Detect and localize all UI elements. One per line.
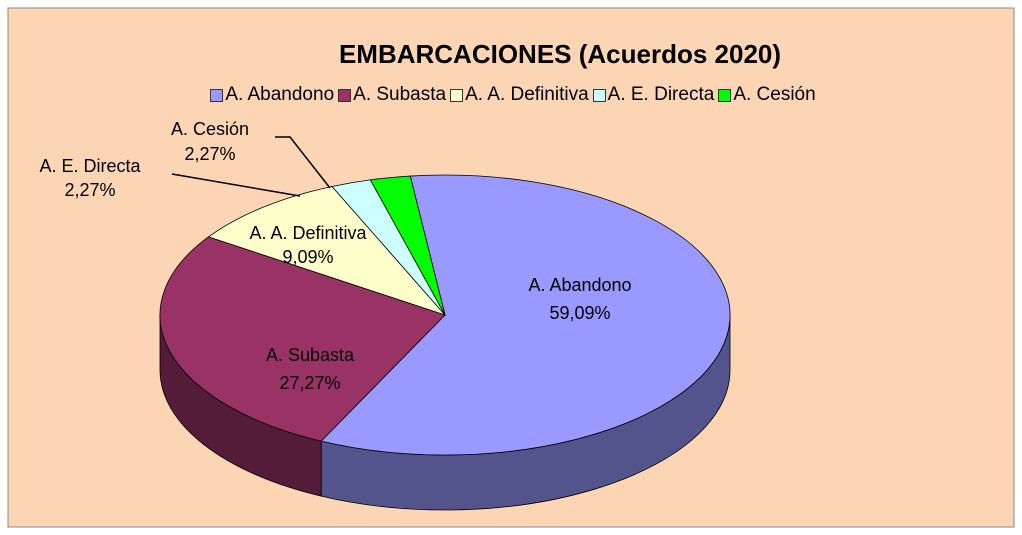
chart-title: EMBARCACIONES (Acuerdos 2020) xyxy=(339,39,781,69)
legend-item: A. E. Directa xyxy=(589,84,715,106)
data-label-name: A. A. Definitiva xyxy=(249,223,367,243)
data-label: 59,09% xyxy=(549,303,610,323)
legend-label: A. Cesión xyxy=(733,84,816,105)
data-label: 2,27% xyxy=(184,144,235,164)
slice xyxy=(320,174,731,456)
data-label: 27,27% xyxy=(279,373,340,393)
slice xyxy=(369,175,446,316)
data-label: 9,09% xyxy=(282,247,333,267)
slice xyxy=(159,236,446,442)
legend-label: A. Subasta xyxy=(353,84,447,105)
legend-swatch xyxy=(592,88,606,102)
legend: A. Abandono A. Subasta A. A. Definitiva A. … xyxy=(0,84,1022,106)
leader-line xyxy=(171,173,301,197)
legend-item: A. Abandono xyxy=(206,84,334,106)
leader-line xyxy=(275,136,331,189)
legend-label: A. E. Directa xyxy=(607,84,715,105)
data-label-name: A. E. Directa xyxy=(39,156,141,176)
legend-swatch xyxy=(338,88,352,102)
legend-swatch xyxy=(210,88,224,102)
legend-label: A. A. Definitiva xyxy=(465,84,589,105)
legend-item: A. Subasta xyxy=(334,84,446,106)
data-label-name: A. Cesión xyxy=(171,119,249,139)
legend-item: A. Cesión xyxy=(714,84,816,106)
data-label-name: A. Abandono xyxy=(528,275,631,295)
legend-item: A. A. Definitiva xyxy=(446,84,589,106)
legend-swatch xyxy=(450,88,464,102)
data-label-name: A. Subasta xyxy=(266,345,355,365)
legend-swatch xyxy=(718,88,732,102)
data-label: 2,27% xyxy=(64,180,115,200)
legend-label: A. Abandono xyxy=(225,84,335,105)
slice xyxy=(207,186,447,316)
